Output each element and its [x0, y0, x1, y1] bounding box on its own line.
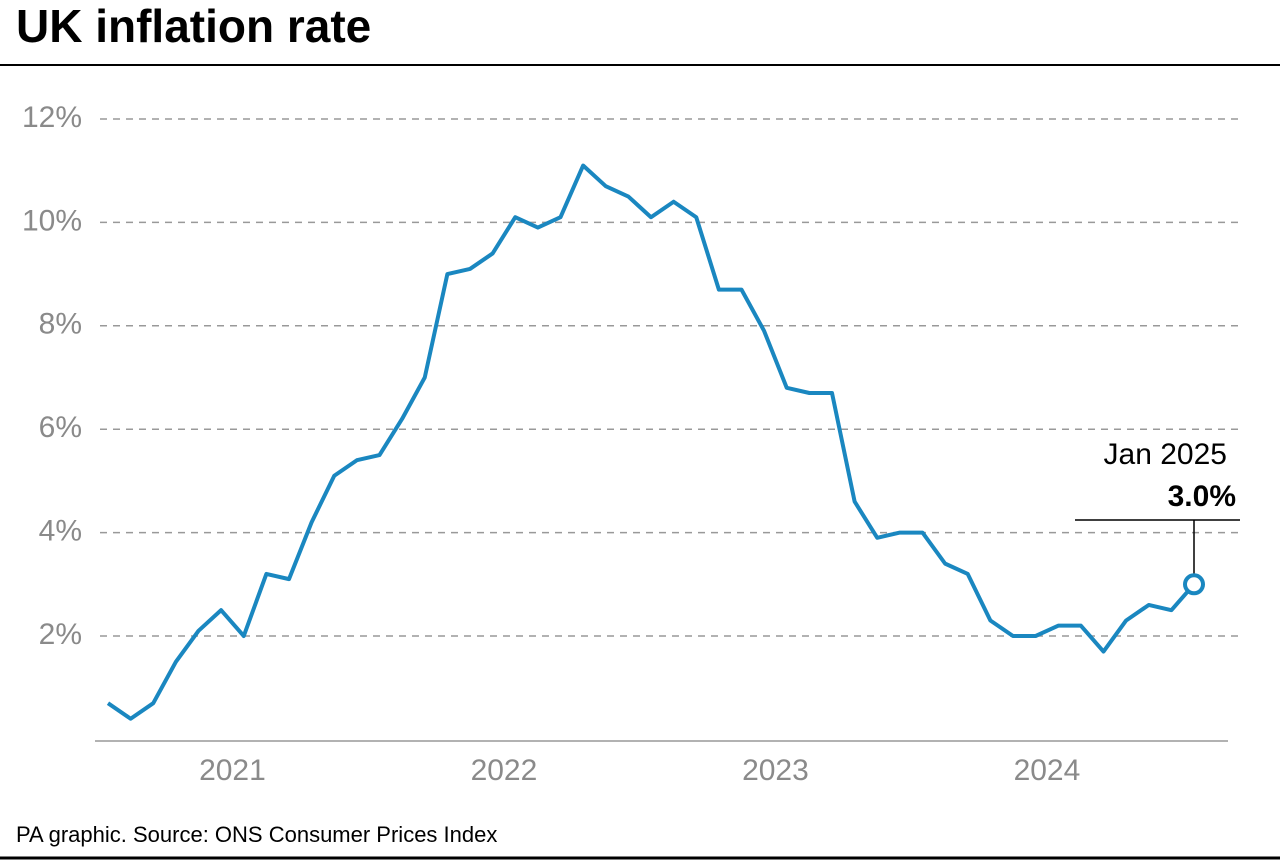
series-line: [106, 163, 1196, 721]
y-tick-label: 8%: [39, 308, 82, 341]
x-tick-label: 2021: [199, 754, 266, 787]
end-point: [1183, 573, 1205, 596]
x-tick-label: 2022: [471, 754, 538, 787]
annotation-value: 3.0%: [1168, 480, 1236, 513]
annotation-label: Jan 2025: [1104, 438, 1227, 471]
y-tick-label: 6%: [39, 411, 82, 444]
x-tick-label: 2023: [742, 754, 809, 787]
y-tick-label: 10%: [22, 204, 82, 237]
source: PA graphic. Source: ONS Consumer Prices …: [16, 822, 497, 847]
chart-title: UK inflation rate: [16, 0, 371, 52]
y-tick-label: 12%: [22, 101, 82, 134]
x-tick-label: 2024: [1014, 754, 1081, 787]
y-tick-label: 2%: [39, 618, 82, 651]
y-tick-label: 4%: [39, 515, 82, 548]
